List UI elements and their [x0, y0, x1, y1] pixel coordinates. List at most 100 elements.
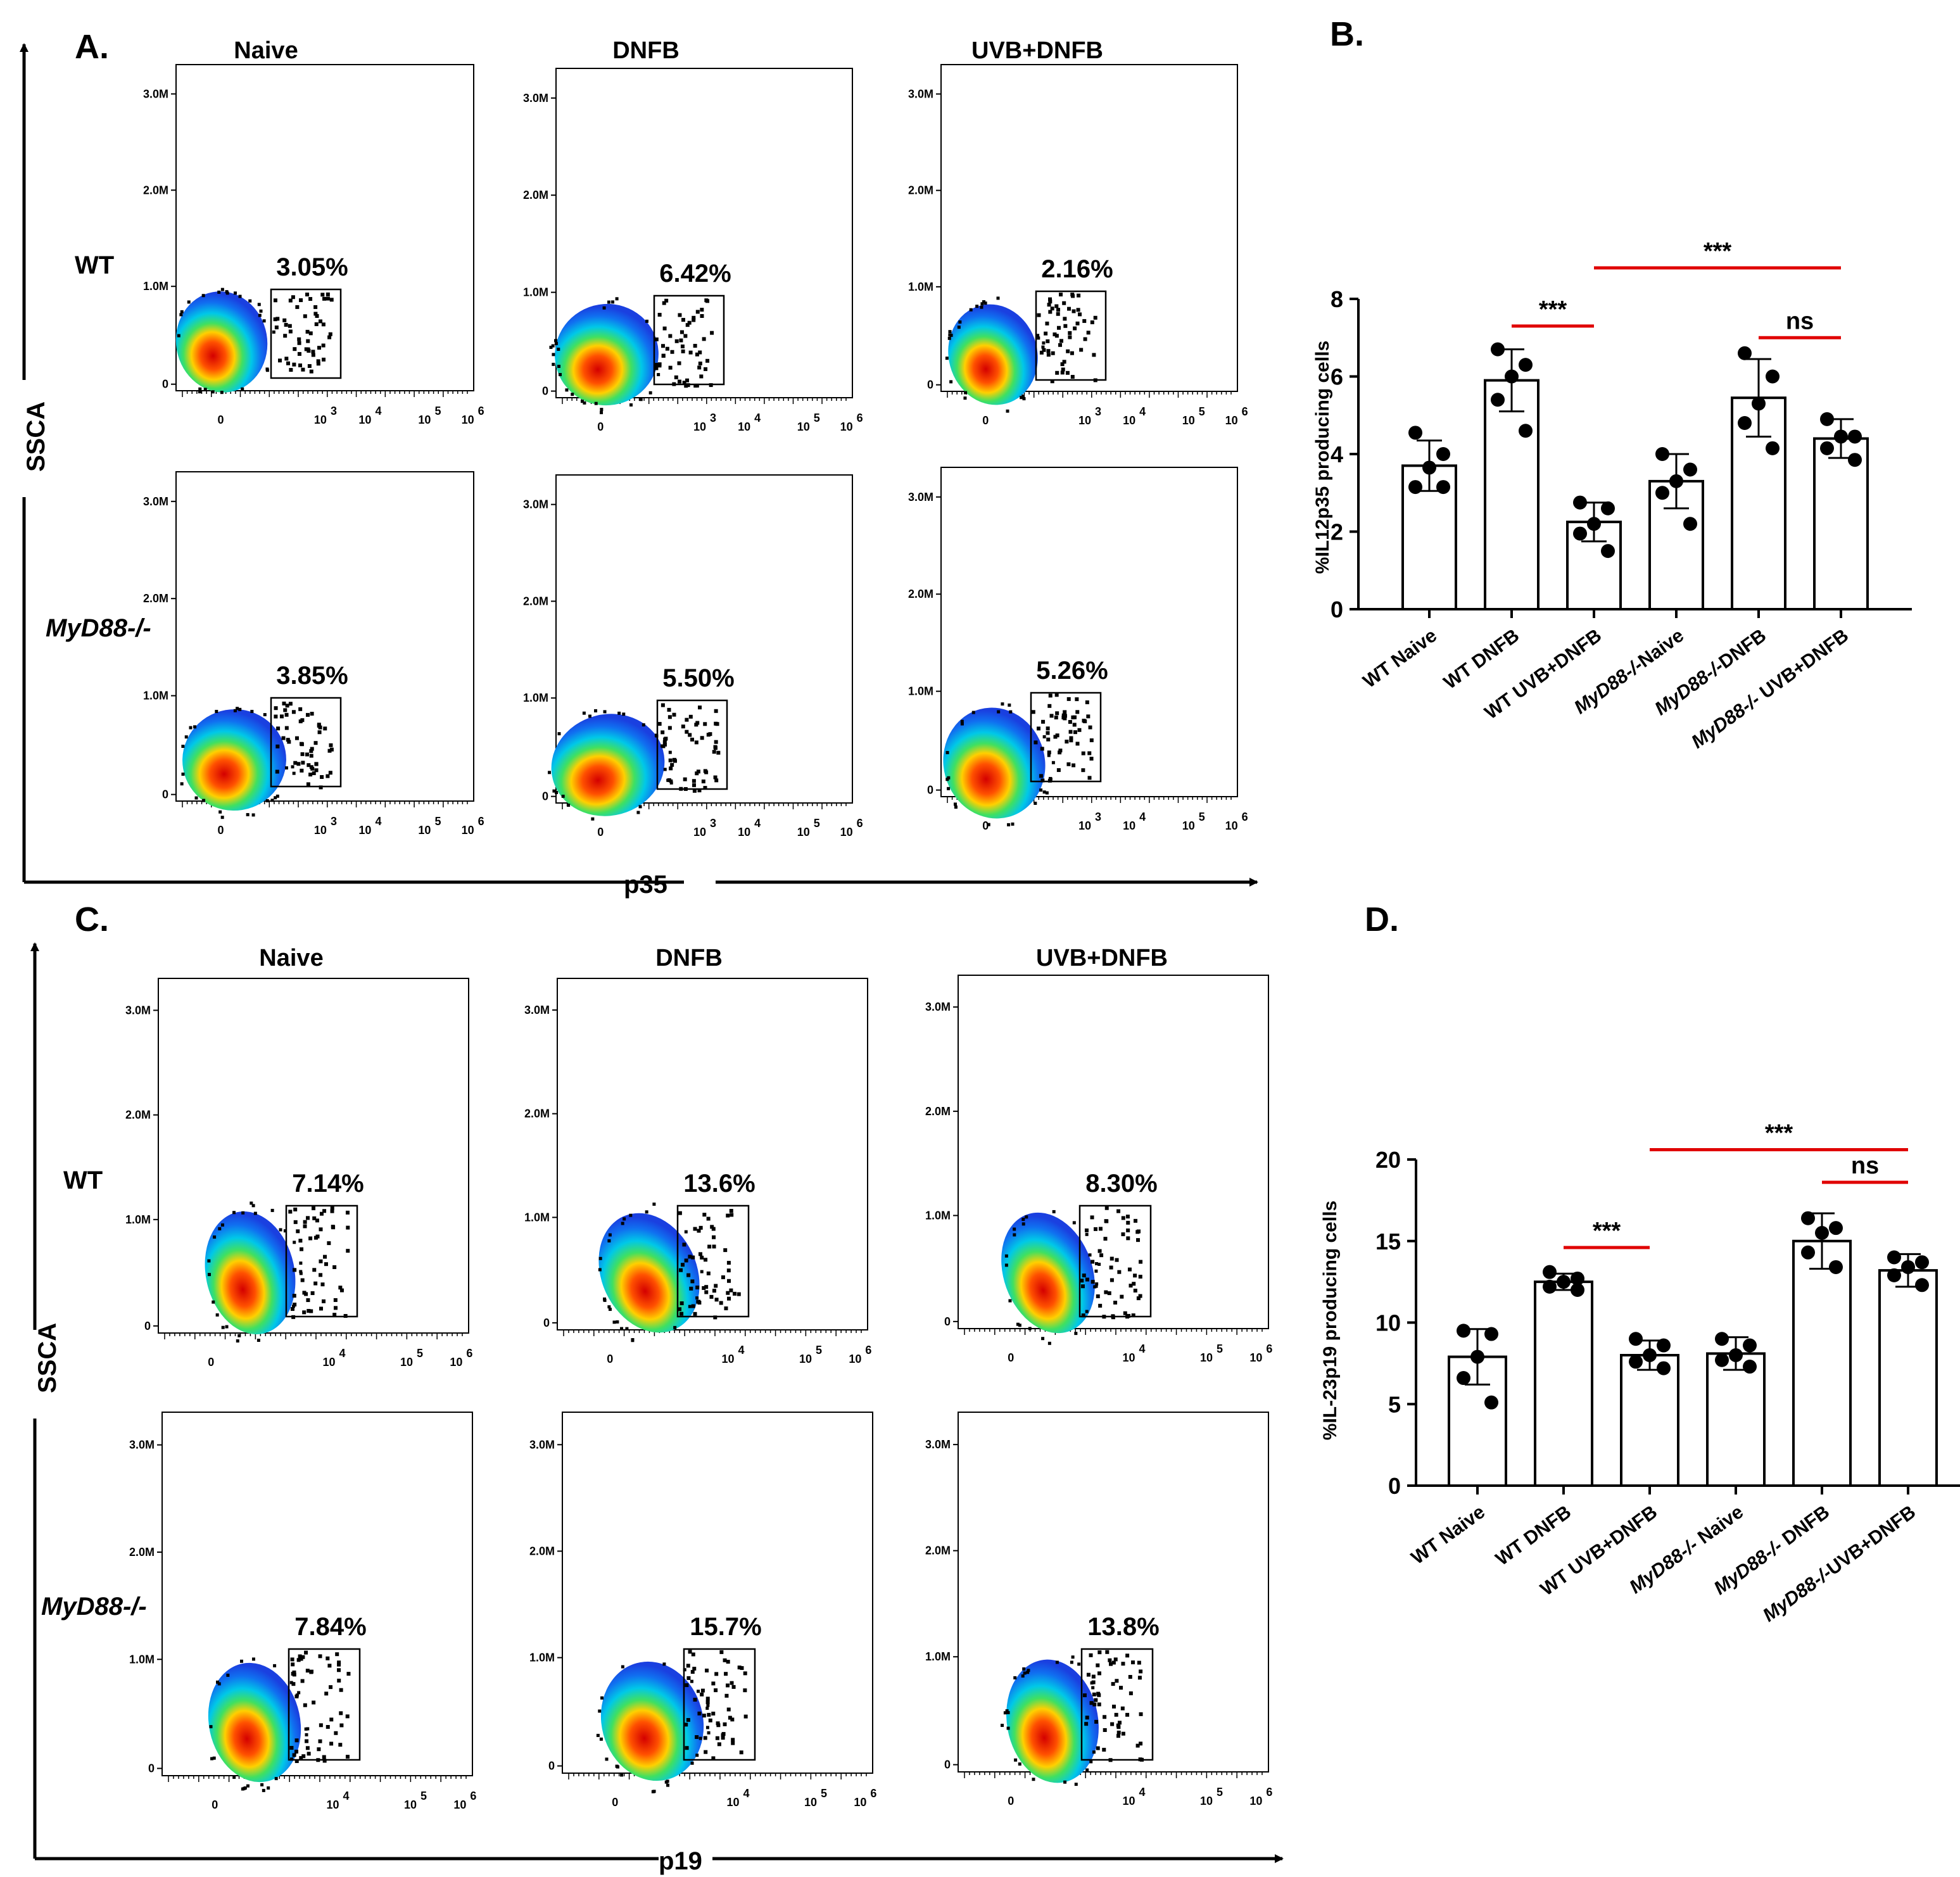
event-dot: [672, 712, 676, 717]
x-tick-label: 0: [212, 1798, 218, 1811]
event-dot: [305, 712, 310, 717]
event-dot: [251, 1204, 255, 1208]
event-dot: [1021, 1674, 1025, 1678]
data-point: [1491, 342, 1505, 357]
event-dot: [1105, 1650, 1110, 1654]
event-dot: [1020, 396, 1023, 400]
event-dot: [292, 1672, 296, 1677]
y-tick-label: 4: [1331, 441, 1343, 467]
event-dot: [1119, 1686, 1123, 1690]
event-dot: [1059, 339, 1064, 343]
y-tick-label: 3.0M: [523, 498, 548, 511]
event-dot: [1085, 1277, 1089, 1282]
event-dot: [702, 1213, 707, 1217]
event-dot: [319, 1227, 323, 1232]
event-dot: [1055, 1660, 1059, 1664]
event-dot: [648, 391, 652, 395]
event-dot: [607, 1305, 611, 1309]
event-dot: [283, 334, 288, 338]
event-dot: [1069, 736, 1073, 740]
density-blob: [598, 1213, 700, 1333]
event-dot: [1135, 1230, 1140, 1234]
plot-frame: [158, 978, 469, 1334]
event-dot: [302, 1291, 307, 1295]
event-dot: [697, 788, 702, 793]
event-dot: [198, 390, 201, 394]
x-tick-exponent: 6: [1242, 811, 1248, 823]
density-blob: [943, 707, 1046, 819]
event-dot: [600, 1696, 604, 1700]
event-dot: [673, 1325, 677, 1329]
event-dot: [1046, 353, 1051, 357]
x-tick-exponent: 5: [434, 815, 441, 828]
event-dot: [1075, 321, 1080, 325]
event-dot: [1089, 1760, 1093, 1764]
event-dot: [1110, 1722, 1115, 1726]
event-dot: [220, 391, 224, 395]
event-dot: [1045, 321, 1049, 325]
event-dot: [714, 1688, 718, 1693]
event-dot: [326, 296, 330, 301]
event-dot: [1068, 331, 1072, 335]
event-dot: [1116, 1730, 1121, 1735]
event-dot: [657, 373, 661, 377]
event-dot: [1008, 1299, 1012, 1303]
event-dot: [695, 721, 700, 725]
event-dot: [289, 1681, 293, 1684]
event-dot: [319, 1211, 324, 1216]
event-dot: [335, 1652, 339, 1657]
x-tick-label: 10: [322, 1356, 335, 1368]
event-dot: [716, 1723, 721, 1728]
x-tick-exponent: 5: [814, 817, 820, 830]
event-dot: [1092, 1702, 1097, 1707]
event-dot: [1048, 297, 1053, 301]
category-label: WT Naive: [1407, 1501, 1489, 1569]
event-dot: [674, 375, 678, 379]
event-dot: [286, 738, 290, 742]
gate-percentage: 5.26%: [1036, 657, 1108, 685]
event-dot: [287, 740, 291, 744]
event-dot: [723, 1248, 728, 1253]
event-dot: [678, 313, 682, 317]
data-point: [1766, 441, 1780, 455]
event-dot: [1094, 1269, 1098, 1273]
event-dot: [293, 1303, 297, 1307]
event-dot: [298, 1654, 302, 1659]
event-dot: [285, 704, 289, 708]
data-point: [1657, 1361, 1671, 1375]
event-dot: [337, 1660, 341, 1665]
y-tick-label: 6: [1331, 364, 1343, 390]
y-tick-label: 2.0M: [129, 1546, 155, 1558]
x-tick-label: 0: [208, 1356, 214, 1368]
x-tick-exponent: 3: [1095, 811, 1101, 823]
event-dot: [313, 312, 318, 316]
event-dot: [293, 761, 298, 765]
event-dot: [654, 366, 659, 370]
event-dot: [329, 747, 334, 752]
event-dot: [554, 341, 558, 345]
event-dot: [684, 384, 688, 388]
column-title-naive: Naive: [259, 945, 323, 971]
event-dot: [345, 1210, 350, 1215]
event-dot: [1046, 349, 1051, 353]
event-dot: [300, 1679, 305, 1683]
x-tick-exponent: 5: [816, 1344, 822, 1356]
flow-plot-myd88--uvb-dnfb: 3.0M 2.0M 1.0M 0 0 10 3 10 4 10 5 10 6 5.26%: [908, 467, 1248, 832]
event-dot: [241, 387, 244, 391]
x-tick-exponent: 3: [710, 817, 716, 830]
data-point: [1887, 1268, 1901, 1282]
x-tick-label: 10: [418, 824, 431, 837]
density-blob: [1006, 1659, 1099, 1783]
event-dot: [652, 1790, 656, 1793]
event-dot: [1077, 1662, 1081, 1666]
event-dot: [307, 1308, 311, 1313]
x-tick-label: 10: [693, 826, 706, 838]
event-dot: [321, 343, 326, 348]
gate-percentage: 2.16%: [1041, 255, 1113, 283]
event-dot: [1034, 801, 1037, 805]
event-dot: [686, 1273, 691, 1277]
x-tick-label: 10: [358, 824, 371, 837]
event-dot: [704, 1290, 709, 1294]
